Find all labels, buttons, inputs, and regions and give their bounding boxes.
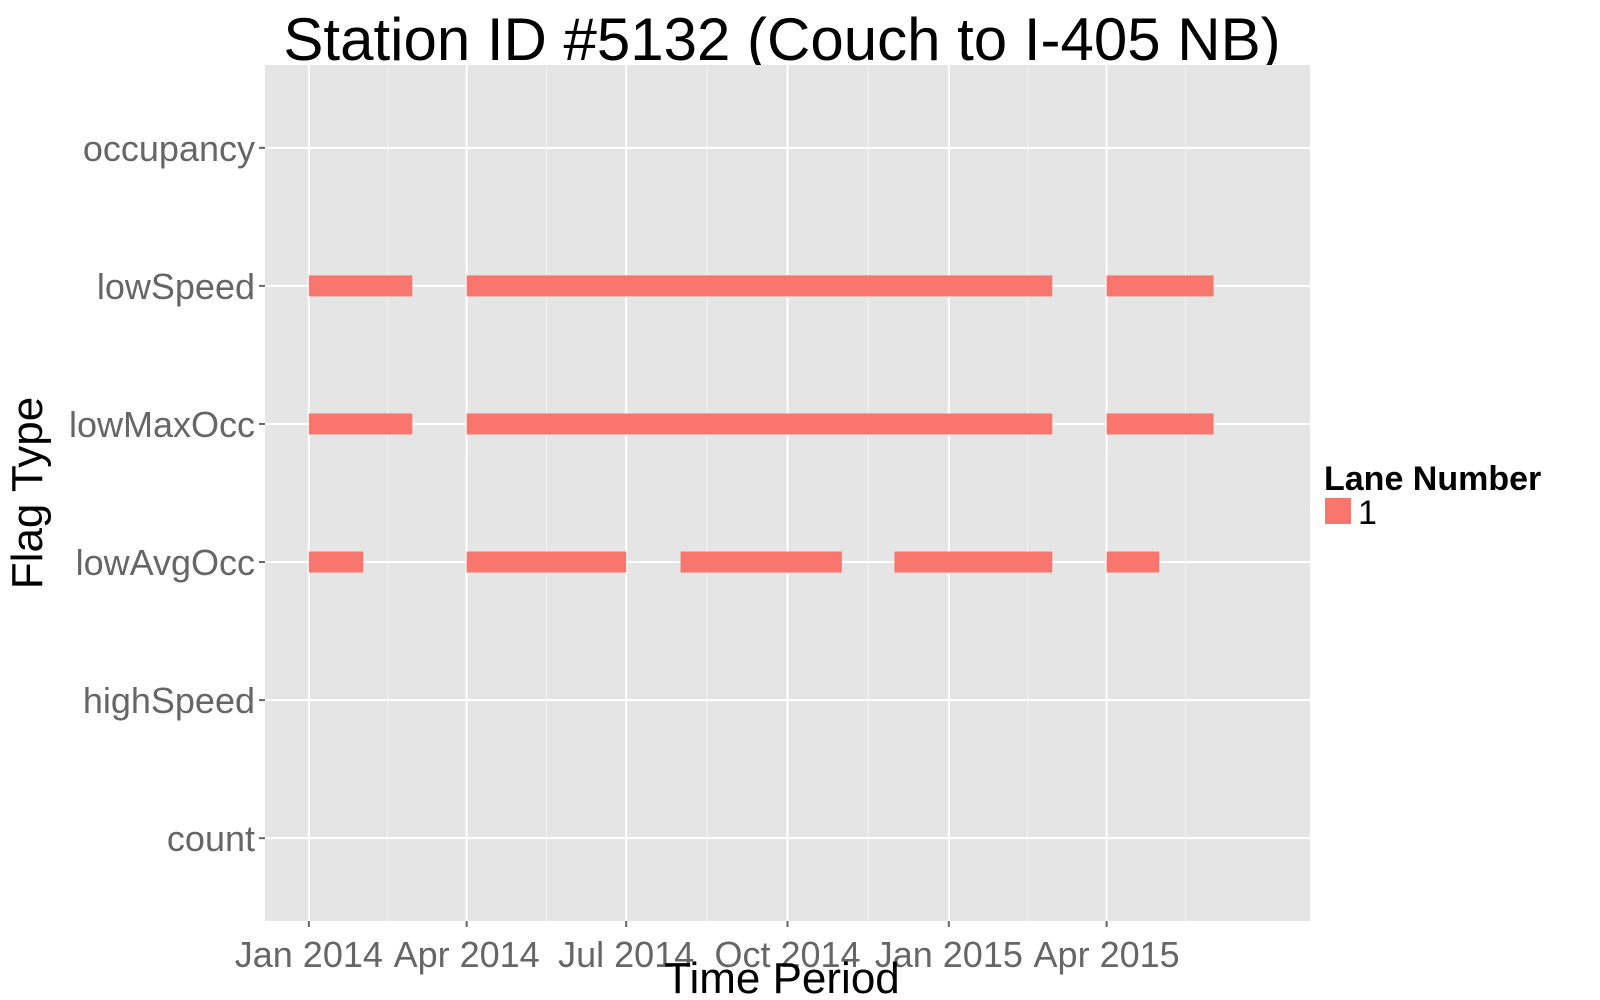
chart-title: Station ID #5132 (Couch to I-405 NB) — [283, 6, 1280, 73]
legend-key-swatch — [1325, 498, 1351, 524]
y-axis-title: Flag Type — [3, 397, 52, 589]
flag-segment-lowAvgOcc — [894, 551, 1053, 573]
y-tick-label: lowMaxOcc — [69, 404, 255, 445]
flag-segment-lowMaxOcc — [308, 413, 413, 435]
x-tick-label: Jan 2014 — [235, 934, 383, 975]
flag-segment-lowAvgOcc — [308, 551, 364, 573]
y-tick-label: lowAvgOcc — [76, 542, 255, 583]
x-tick-label: Apr 2015 — [1034, 934, 1180, 975]
flag-segment-lowSpeed — [466, 275, 1053, 297]
x-tick-label: Apr 2014 — [394, 934, 540, 975]
flag-segment-lowMaxOcc — [466, 413, 1053, 435]
x-tick-label: Oct 2014 — [714, 934, 860, 975]
legend: Lane Number 1 — [1324, 460, 1541, 532]
y-tick-label: lowSpeed — [97, 266, 255, 307]
minor-gridlines — [387, 65, 1187, 921]
y-tick-label: highSpeed — [83, 680, 255, 721]
flag-segment-lowSpeed — [308, 275, 413, 297]
legend-title: Lane Number — [1324, 460, 1541, 498]
legend-label-lane-1: 1 — [1358, 494, 1377, 532]
x-tick-label: Jan 2015 — [875, 934, 1023, 975]
x-axis-title: Time Period — [664, 954, 900, 1000]
flag-segments — [308, 275, 1214, 573]
x-axis-ticks: Jan 2014 Apr 2014 Jul 2014 Oct 2014 Jan 2015… — [235, 921, 1180, 975]
y-tick-label: count — [167, 818, 255, 859]
flag-segment-lowMaxOcc — [1106, 413, 1214, 435]
flag-segment-lowAvgOcc — [466, 551, 627, 573]
y-tick-label: occupancy — [83, 128, 255, 169]
flag-segment-lowAvgOcc — [1106, 551, 1160, 573]
x-tick-label: Jul 2014 — [558, 934, 694, 975]
flag-segment-lowAvgOcc — [680, 551, 842, 573]
y-axis-ticks: count highSpeed lowAvgOcc lowMaxOcc lowSpeed… — [69, 128, 265, 859]
flag-segment-lowSpeed — [1106, 275, 1214, 297]
